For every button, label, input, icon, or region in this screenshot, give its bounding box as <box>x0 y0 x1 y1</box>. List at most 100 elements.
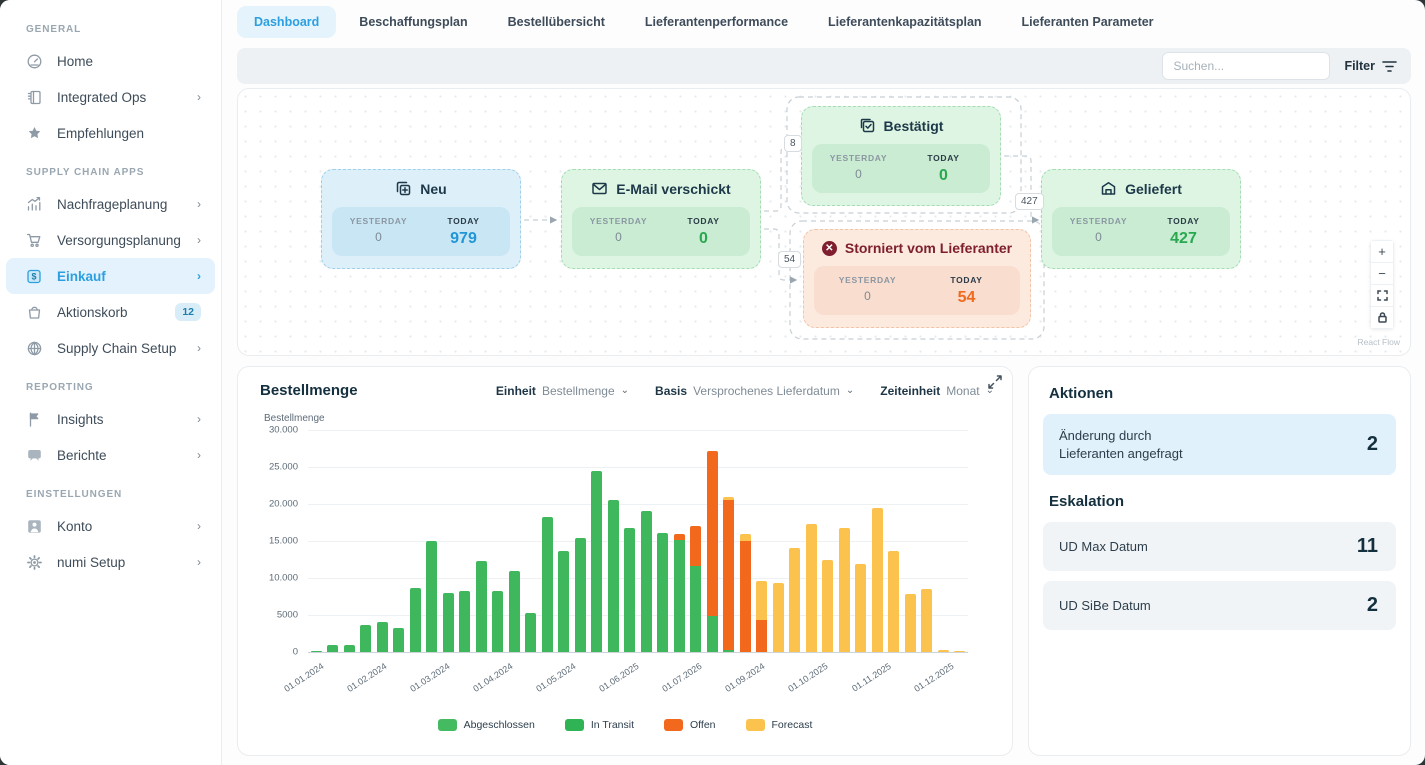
bar-24[interactable] <box>690 526 702 652</box>
bar-28[interactable] <box>756 580 768 652</box>
escalation-value: 11 <box>1356 535 1378 558</box>
bar-20[interactable] <box>624 528 636 652</box>
sidebar-item-berichte[interactable]: Berichte › <box>6 437 215 473</box>
sidebar-item-label: Home <box>57 53 94 69</box>
sidebar-item-konto[interactable]: Konto › <box>6 508 215 544</box>
bar-30[interactable] <box>789 548 801 652</box>
sidebar-item-einkauf[interactable]: $ Einkauf › <box>6 258 215 294</box>
bar-37[interactable] <box>904 594 916 652</box>
sidebar-item-home[interactable]: Home <box>6 43 215 79</box>
purchasing-icon: $ <box>26 268 43 285</box>
bar-1[interactable] <box>310 650 322 652</box>
expand-chart-button[interactable] <box>988 375 1002 394</box>
chart-control-einheit[interactable]: Einheit Bestellmenge ⌄ <box>496 384 629 398</box>
bar-18[interactable] <box>591 471 603 652</box>
bar-39[interactable] <box>937 649 949 652</box>
bar-14[interactable] <box>525 612 537 652</box>
escalation-card-ud-sibe-datum[interactable]: UD SiBe Datum 2 <box>1043 581 1396 631</box>
bar-19[interactable] <box>607 500 619 652</box>
bar-29[interactable] <box>772 583 784 652</box>
control-value: Bestellmenge <box>541 383 615 398</box>
bar-32[interactable] <box>822 559 834 652</box>
bar-13[interactable] <box>508 570 520 652</box>
bar-31[interactable] <box>805 523 817 652</box>
zoom-out-button[interactable]: − <box>1370 263 1394 285</box>
sidebar-item-aktionskorb[interactable]: Aktionskorb 12 <box>6 294 215 330</box>
bar-3[interactable] <box>343 645 355 652</box>
bar-10[interactable] <box>459 590 471 652</box>
bar-16[interactable] <box>558 550 570 652</box>
bar-15[interactable] <box>541 516 553 652</box>
zoom-in-button[interactable]: + <box>1370 240 1394 263</box>
sidebar-item-supply-chain-setup[interactable]: Supply Chain Setup › <box>6 330 215 366</box>
bar-7[interactable] <box>409 588 421 652</box>
bar-12[interactable] <box>492 591 504 652</box>
chevron-down-icon: ⌄ <box>985 385 994 396</box>
x-tick-label: 01.05.2024 <box>534 661 578 694</box>
bar-36[interactable] <box>888 551 900 652</box>
bar-4[interactable] <box>360 625 372 652</box>
fit-view-icon <box>1376 290 1388 301</box>
tab-bestell-bersicht[interactable]: Bestellübersicht <box>507 15 605 29</box>
y-tick-label: 20.000 <box>268 498 298 510</box>
chart-control-basis[interactable]: Basis Versprochenes Lieferdatum ⌄ <box>655 384 854 398</box>
tab-beschaffungsplan[interactable]: Beschaffungsplan <box>359 15 468 29</box>
flow-node-geliefert[interactable]: Geliefert YESTERDAY 0 TODAY 427 <box>1041 169 1241 269</box>
bar-38[interactable] <box>921 589 933 652</box>
sidebar-item-integrated-ops[interactable]: Integrated Ops › <box>6 79 215 115</box>
bar-6[interactable] <box>393 627 405 652</box>
tab-lieferanten-parameter[interactable]: Lieferanten Parameter <box>1021 15 1154 29</box>
bar-34[interactable] <box>855 563 867 652</box>
bar-40[interactable] <box>954 650 966 652</box>
sidebar-item-nachfrageplanung[interactable]: Nachfrageplanung › <box>6 186 215 222</box>
bar-8[interactable] <box>426 541 438 652</box>
fit-view-button[interactable] <box>1370 285 1394 307</box>
bar-11[interactable] <box>475 560 487 652</box>
sidebar-item-label: Empfehlungen <box>57 125 145 141</box>
flow-node-email-verschickt[interactable]: E-Mail verschickt YESTERDAY 0 TODAY 0 <box>561 169 761 269</box>
today-value: 0 <box>939 167 948 184</box>
bar-segment-g <box>607 500 619 652</box>
tab-lieferantenkapazit-tsplan[interactable]: Lieferantenkapazitätsplan <box>828 15 982 29</box>
bar-segment-y <box>921 589 933 652</box>
bar-26[interactable] <box>723 496 735 652</box>
bar-21[interactable] <box>640 511 652 652</box>
chevron-down-icon: ⌄ <box>845 385 855 396</box>
bar-segment-g <box>442 592 454 652</box>
bar-segment-y <box>739 533 751 541</box>
bar-segment-o <box>756 620 768 652</box>
bar-35[interactable] <box>871 507 883 652</box>
escalation-card-ud-max-datum[interactable]: UD Max Datum 11 <box>1043 522 1396 572</box>
x-tick-label: 01.01.2024 <box>282 661 326 694</box>
chart-control-zeiteinheit[interactable]: Zeiteinheit Monat ⌄ <box>880 384 994 398</box>
bar-segment-o <box>739 541 751 652</box>
sidebar-section-label: SUPPLY CHAIN APPS <box>26 167 145 178</box>
bar-9[interactable] <box>442 592 454 652</box>
tab-lieferantenperformance[interactable]: Lieferantenperformance <box>644 15 789 29</box>
lock-button[interactable] <box>1370 307 1394 329</box>
react-flow-attribution[interactable]: React Flow <box>1357 337 1400 347</box>
bar-23[interactable] <box>673 533 685 652</box>
escalation-value: 2 <box>1366 594 1378 617</box>
action-card-aenderung[interactable]: Änderung durch Lieferanten angefragt 2 <box>1043 414 1396 476</box>
flow-node-neu[interactable]: Neu YESTERDAY 0 TODAY 979 <box>321 169 521 269</box>
flow-node-storniert[interactable]: ✕ Storniert vom Lieferanter YESTERDAY 0 T… <box>803 229 1031 328</box>
bar-5[interactable] <box>376 621 388 652</box>
tab-dashboard[interactable]: Dashboard <box>237 6 337 38</box>
filter-button[interactable]: Filter <box>1344 59 1397 73</box>
bar-22[interactable] <box>657 532 669 652</box>
sidebar-item-versorgungsplanung[interactable]: Versorgungsplanung › <box>6 222 215 258</box>
bar-25[interactable] <box>706 451 718 652</box>
sidebar-item-numi-setup[interactable]: numi Setup › <box>6 544 215 580</box>
bar-27[interactable] <box>739 533 751 652</box>
bar-2[interactable] <box>327 644 339 652</box>
sidebar-item-empfehlungen[interactable]: Empfehlungen <box>6 115 215 151</box>
today-value: 979 <box>450 230 477 247</box>
flow-node-bestaetigt[interactable]: Bestätigt YESTERDAY 0 TODAY 0 <box>801 106 1001 206</box>
sidebar-item-insights[interactable]: Insights › <box>6 401 215 437</box>
chevron-right-icon: › <box>197 197 201 211</box>
bar-17[interactable] <box>574 538 586 652</box>
bar-33[interactable] <box>838 528 850 652</box>
search-input[interactable] <box>1162 52 1331 80</box>
sidebar-item-label: numi Setup <box>57 554 126 570</box>
